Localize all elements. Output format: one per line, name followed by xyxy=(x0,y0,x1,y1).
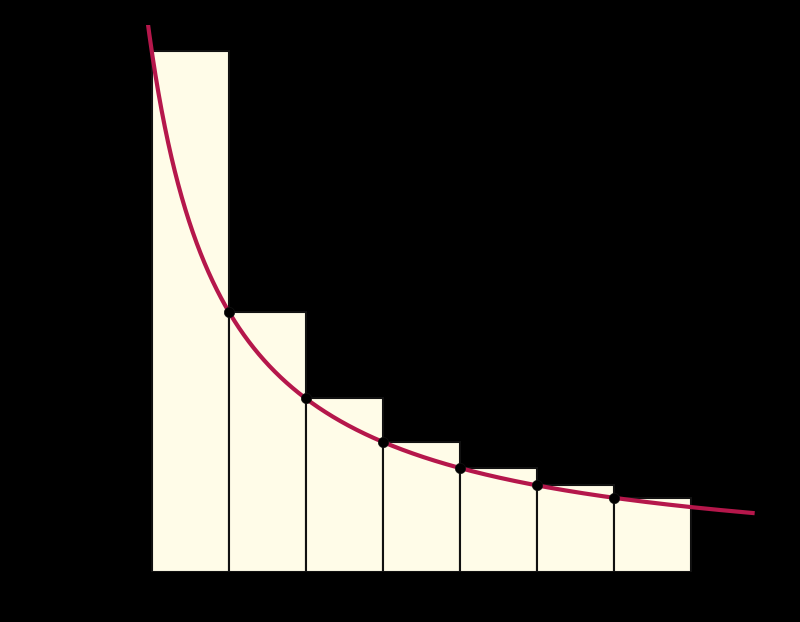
Point xyxy=(222,307,235,317)
Point xyxy=(607,493,620,503)
Bar xyxy=(229,312,306,572)
Point xyxy=(530,480,543,490)
Bar xyxy=(152,51,229,572)
Point xyxy=(299,394,312,404)
Point xyxy=(377,437,390,447)
Point xyxy=(454,463,466,473)
Bar xyxy=(306,399,383,572)
Bar xyxy=(614,498,691,572)
Bar xyxy=(460,468,537,572)
Bar xyxy=(383,442,460,572)
Bar xyxy=(537,485,614,572)
